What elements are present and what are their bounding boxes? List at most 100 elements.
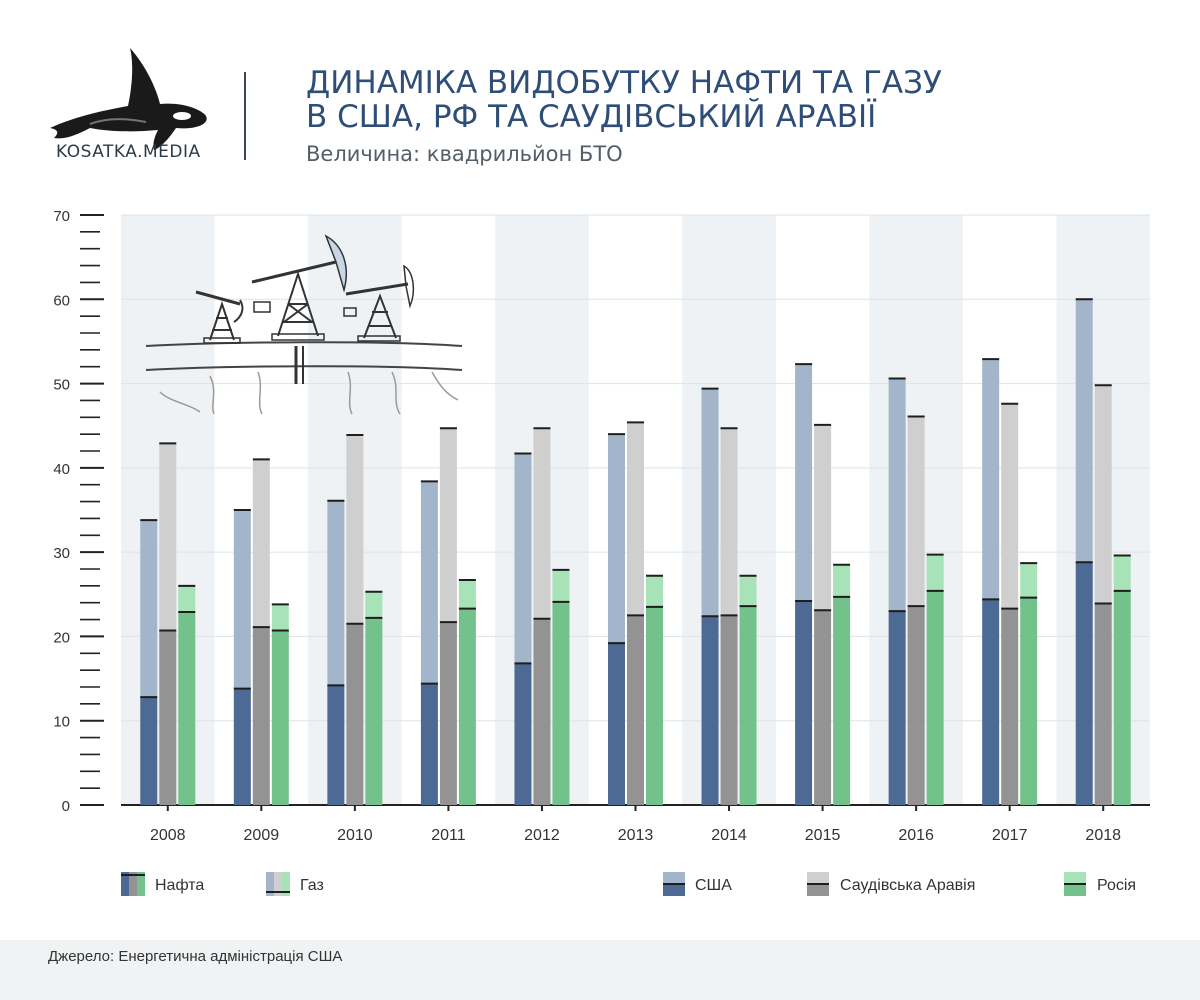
y-tick-label: 60 <box>53 292 70 309</box>
bar-russia-oil-2018 <box>1113 590 1131 805</box>
bar-usa-gas-2015 <box>795 364 813 602</box>
bar-usa-gas-2018 <box>1075 299 1093 563</box>
bar-usa-oil-2017 <box>982 599 1000 805</box>
bar-saudi-oil-2018 <box>1094 603 1112 805</box>
legend-gas-swatch <box>274 872 282 896</box>
bar-saudi-gas-2010 <box>346 434 364 624</box>
bar-saudi-gas-2015 <box>814 424 832 611</box>
bar-saudi-gas-2014 <box>720 428 738 616</box>
bar-saudi-oil-2014 <box>720 615 738 805</box>
legend-usa-label: США <box>695 877 732 894</box>
bar-russia-gas-2016 <box>926 554 944 591</box>
bar-usa-gas-2014 <box>701 388 719 617</box>
bar-saudi-oil-2012 <box>533 618 551 805</box>
bar-usa-oil-2013 <box>608 643 625 805</box>
bar-usa-gas-2010 <box>327 500 345 686</box>
legend-russia-gas-swatch <box>1064 872 1086 884</box>
page-subtitle: Величина: квадрильйон БТО <box>306 142 623 166</box>
title-line-2: В США, РФ ТА САУДІВСЬКИЙ АРАВІЇ <box>306 99 877 135</box>
bar-russia-gas-2012 <box>552 569 570 602</box>
bar-saudi-oil-2017 <box>1001 608 1019 805</box>
bar-russia-oil-2017 <box>1020 597 1038 805</box>
bar-russia-gas-2014 <box>739 575 757 607</box>
y-tick-label: 20 <box>53 629 70 646</box>
legend-saudi-gas-swatch <box>807 872 829 884</box>
bar-russia-oil-2013 <box>646 606 663 805</box>
bar-russia-oil-2010 <box>365 617 383 805</box>
bars <box>140 298 1131 811</box>
x-tick-label: 2011 <box>431 827 466 844</box>
bar-russia-oil-2011 <box>458 608 476 805</box>
bar-saudi-oil-2011 <box>439 622 457 805</box>
bar-usa-oil-2018 <box>1075 562 1093 805</box>
bar-saudi-gas-2009 <box>252 459 270 628</box>
legend-russia-oil-swatch <box>1064 884 1086 896</box>
legend-russia-label: Росія <box>1097 877 1136 894</box>
kosatka-logo <box>50 48 207 150</box>
legend-oil-label: Нафта <box>155 877 204 894</box>
bar-saudi-oil-2015 <box>814 610 832 805</box>
bar-usa-oil-2010 <box>327 685 345 805</box>
bar-usa-gas-2017 <box>982 359 1000 600</box>
bar-russia-gas-2017 <box>1020 563 1038 598</box>
x-tick-label: 2015 <box>805 827 841 844</box>
bar-usa-oil-2011 <box>420 683 438 805</box>
legend-saudi-label: Саудівська Аравія <box>840 877 975 894</box>
legend-usa-oil-swatch <box>663 884 685 896</box>
bar-usa-oil-2014 <box>701 616 719 805</box>
bar-russia-gas-2008 <box>178 585 196 612</box>
legend-gas-swatch <box>266 872 274 896</box>
x-tick-label: 2013 <box>618 827 654 844</box>
y-tick-label: 30 <box>53 545 70 562</box>
bar-russia-gas-2010 <box>365 591 383 618</box>
page-title: ДИНАМІКА ВИДОБУТКУ НАФТИ ТА ГАЗУ В США, … <box>306 66 942 134</box>
legend: Нафта Газ США Саудівська Аравія Росія <box>121 872 1136 896</box>
bar-usa-gas-2013 <box>608 434 625 644</box>
bar-usa-oil-2009 <box>233 688 251 805</box>
source-note: Джерело: Енергетична адміністрація США <box>48 948 343 965</box>
x-axis-labels: 2008 2009 2010 2011 2012 2013 2014 2015 2016 2017… <box>150 827 1121 844</box>
bar-usa-gas-2008 <box>140 520 158 698</box>
bar-russia-oil-2014 <box>739 606 757 805</box>
bar-usa-oil-2008 <box>140 697 158 805</box>
bar-russia-gas-2018 <box>1113 555 1131 591</box>
bar-saudi-oil-2008 <box>159 630 177 805</box>
y-tick-label: 0 <box>62 798 70 815</box>
legend-usa-gas-swatch <box>663 872 685 884</box>
bar-saudi-oil-2013 <box>627 615 644 805</box>
bar-usa-gas-2012 <box>514 453 532 664</box>
bar-usa-oil-2012 <box>514 663 532 805</box>
bar-saudi-gas-2013 <box>627 422 644 616</box>
footer: Джерело: Енергетична адміністрація США <box>0 940 1200 1000</box>
header-divider <box>244 72 246 160</box>
bar-russia-gas-2009 <box>271 604 289 631</box>
bar-usa-oil-2015 <box>795 601 813 805</box>
bar-saudi-gas-2012 <box>533 428 551 619</box>
bar-russia-oil-2016 <box>926 590 944 805</box>
legend-gas-label: Газ <box>300 877 324 894</box>
title-line-1: ДИНАМІКА ВИДОБУТКУ НАФТИ ТА ГАЗУ <box>306 65 942 101</box>
x-tick-label: 2017 <box>992 827 1028 844</box>
x-tick-label: 2012 <box>524 827 560 844</box>
orca-icon <box>50 48 207 150</box>
y-tick-label: 10 <box>53 714 70 731</box>
bar-usa-gas-2009 <box>233 510 251 689</box>
x-tick-label: 2010 <box>337 827 373 844</box>
legend-saudi-oil-swatch <box>807 884 829 896</box>
bar-saudi-gas-2011 <box>439 428 457 623</box>
bar-usa-gas-2016 <box>888 378 906 612</box>
bar-saudi-oil-2010 <box>346 623 364 805</box>
bar-usa-oil-2016 <box>888 611 906 805</box>
oil-pump-illustration <box>145 234 463 415</box>
bar-russia-oil-2008 <box>178 611 196 805</box>
bar-russia-oil-2009 <box>271 630 289 805</box>
x-tick-label: 2016 <box>898 827 934 844</box>
y-tick-label: 40 <box>53 461 70 478</box>
bar-russia-oil-2012 <box>552 601 570 805</box>
bar-saudi-gas-2016 <box>907 416 925 607</box>
y-tick-label: 50 <box>53 377 70 394</box>
bar-russia-gas-2013 <box>646 575 663 607</box>
bar-usa-gas-2011 <box>420 481 438 684</box>
y-tick-label: 70 <box>53 208 70 225</box>
x-tick-label: 2018 <box>1085 827 1121 844</box>
